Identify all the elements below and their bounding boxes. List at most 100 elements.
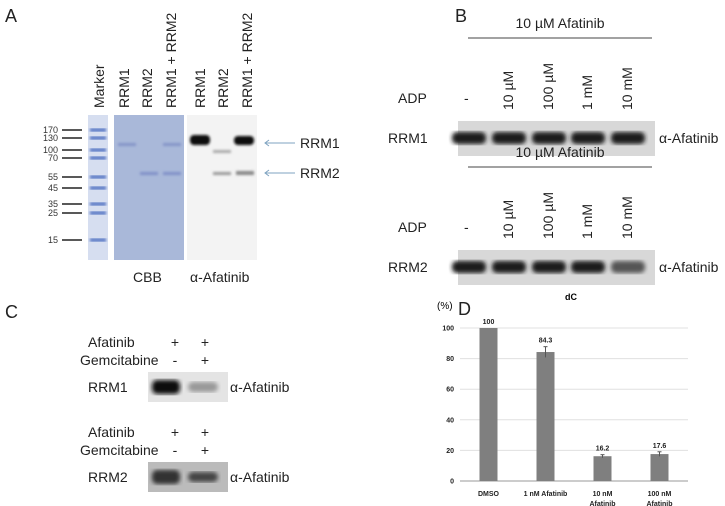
marker-band [90,128,106,132]
blot-band [532,132,566,144]
gemcitabine-sign: + [201,352,209,368]
cbb-gel [114,115,184,260]
probe-label: α-Afatinib [659,130,719,146]
bar [593,456,612,481]
afatinib-row-label: Afatinib [88,334,135,350]
protein-label: RRM2 [88,469,128,485]
band-label: RRM2 [300,165,340,181]
blot-b-rrm1: 10 µM Afatinib ADP - 10 µM 100 µM 1 mM 10 mM RR… [388,15,719,156]
blot-band [492,261,526,273]
gel-label: CBB [133,269,162,285]
bar [536,352,555,481]
condition-label: - [464,90,469,106]
panel-c-label: C [5,302,18,322]
mw-label: 35 [48,199,58,209]
gemcitabine-row-label: Gemcitabine [80,352,159,368]
y-tick-label: 60 [446,387,454,394]
adp-label: ADP [398,219,427,235]
blot-c-rrm2: Afatinib Gemcitabine + - + + RRM2 α-Afatinib [80,424,290,492]
blot-band [611,132,645,144]
blot-band [188,472,218,482]
lane-label: RRM1 + RRM2 [163,12,179,108]
probe-label: α-Afatinib [230,469,290,485]
lane-labels-a: Marker RRM1 RRM2 RRM1 + RRM2 RRM1 RRM2 R… [91,12,255,108]
protein-label: RRM1 [388,130,428,146]
x-tick-label: Afatinib [589,501,615,506]
lane-label: RRM1 + RRM2 [239,12,255,108]
condition-label: 10 mM [619,67,635,110]
gemcitabine-sign: + [201,442,209,458]
band-label: RRM1 [300,135,340,151]
x-tick-label: DMSO [478,491,500,498]
y-axis-label: (%) [437,301,453,312]
cbb-bands [118,143,181,175]
mw-label: 15 [48,235,58,245]
bar-chart: 0 20 40 60 80 100 100 DMSO 84.3 1 nM Afatinib 16.2… [442,319,688,506]
blot-band [152,380,180,394]
gemcitabine-row-label: Gemcitabine [80,442,159,458]
data-label: 84.3 [539,338,553,345]
bar [650,454,669,481]
condition-label: 10 µM [500,200,516,239]
blot-band [571,132,605,144]
data-label: 100 [483,319,495,326]
mw-label: 45 [48,183,58,193]
gemcitabine-sign: - [173,352,178,368]
mw-label: 55 [48,172,58,182]
afatinib-bands [190,135,254,175]
condition-label: 1 mM [579,75,595,110]
data-label: 17.6 [653,443,667,450]
afatinib-sign: + [171,334,179,350]
condition-label: 10 mM [619,196,635,239]
marker-band [90,136,106,140]
afatinib-sign: + [201,334,209,350]
x-tick-label: Afatinib [646,501,672,506]
marker-bands [90,128,106,242]
blot-band [152,470,180,484]
marker-band [90,148,106,152]
blot-band [492,132,526,144]
adp-label: ADP [398,90,427,106]
protein-label: RRM1 [88,379,128,395]
marker-band [90,238,106,242]
lane-label: RRM1 [192,68,208,108]
lane-label: RRM1 [116,68,132,108]
y-tick-label: 100 [442,326,454,333]
gemcitabine-sign: - [173,442,178,458]
blot-band [532,261,566,273]
x-tick-label: 10 nM [593,491,613,498]
gel-label: α-Afatinib [190,269,250,285]
condition-label: 1 mM [579,204,595,239]
condition-label: 100 µM [540,192,556,239]
afatinib-row-label: Afatinib [88,424,135,440]
blot-band [611,261,645,273]
x-tick-label: 100 nM [648,491,672,498]
data-label: 16.2 [596,446,610,453]
x-tick-label: 1 nM Afatinib [524,491,568,498]
blot-c-rrm1: Afatinib Gemcitabine + - + + RRM1 α-Afatinib [80,334,290,402]
probe-label: α-Afatinib [659,259,719,275]
condition-label: 10 µM [500,71,516,110]
marker-band [90,202,106,206]
condition-label: 100 µM [540,63,556,110]
blot-band [188,382,218,392]
chart-title: dC [565,292,577,302]
mw-label: 25 [48,208,58,218]
protein-label: RRM2 [388,259,428,275]
afatinib-sign: + [171,424,179,440]
marker-band [90,156,106,160]
blot-band [452,261,486,273]
mw-label: 170 [43,125,58,135]
blot-band [571,261,605,273]
y-tick-label: 20 [446,448,454,455]
marker-band [90,211,106,215]
band-arrows [264,139,295,177]
panel-d-label: D [458,299,471,319]
marker-band [90,175,106,179]
panel-b-label: B [455,6,467,26]
y-tick-label: 0 [450,479,454,486]
mw-label: 70 [48,153,58,163]
blot-band [452,132,486,144]
